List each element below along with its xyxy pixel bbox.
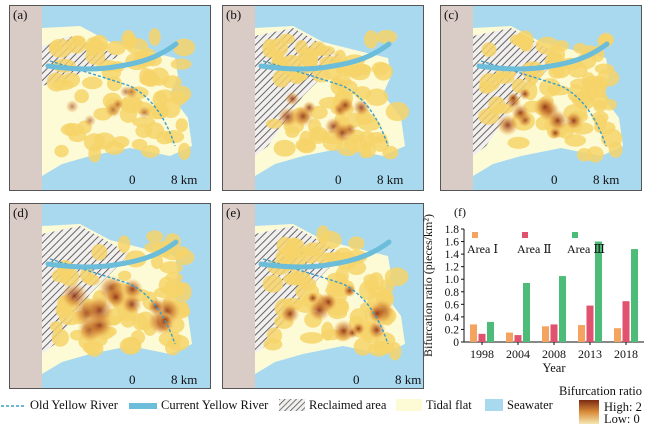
- map-panel-d: (d) 0 8 km: [9, 203, 211, 389]
- bifurcation-bar-chart: (f) 00.20.40.60.81.01.21.41.61.8 Bifurcati…: [421, 205, 644, 375]
- x-tick-label: 2008: [542, 347, 566, 361]
- bar-area-ⅰ-2013: [578, 325, 585, 342]
- panel-label-f: (f): [454, 205, 466, 219]
- bar-area-ⅲ-2013: [595, 241, 602, 342]
- map-panel-c: (c) 0 8 km: [440, 5, 642, 191]
- map-panel-e: (e) 0 8 km: [222, 203, 424, 389]
- y-tick-label: 0.6: [445, 299, 460, 311]
- scale-km: 8 km: [171, 372, 198, 387]
- x-tick-label: 1998: [470, 347, 494, 361]
- y-tick-label: 1.4: [445, 249, 460, 261]
- bar-area-ⅲ-2008: [559, 276, 566, 342]
- panel-label: (a): [13, 7, 28, 22]
- panel-label: (e): [226, 205, 241, 220]
- coastline-map: [223, 204, 409, 388]
- coastline-map: [10, 204, 195, 388]
- panel-label: (d): [13, 205, 29, 220]
- panel-label: (c): [444, 7, 459, 22]
- scale-zero: 0: [551, 172, 558, 187]
- legend-seawater-label: Seawater: [507, 398, 553, 412]
- coastline-map: [223, 6, 410, 190]
- legend-label: Area Ⅱ: [517, 242, 551, 256]
- y-tick-label: 1.8: [445, 224, 460, 236]
- bar-area-ⅰ-2018: [614, 328, 621, 342]
- y-tick-label: 0.4: [445, 312, 460, 324]
- x-axis-label: Year: [542, 361, 566, 375]
- scale-line: [133, 190, 179, 191]
- ramp-low-label: Low: 0: [604, 412, 640, 426]
- reclaimed-symbol: [279, 399, 305, 411]
- bar-area-ⅱ-2004: [514, 335, 522, 342]
- y-tick-label: 0.8: [445, 287, 460, 299]
- y-tick-label: 0.2: [445, 324, 460, 336]
- coastline-map: [441, 6, 623, 190]
- scale-zero: 0: [129, 172, 136, 187]
- legend-old-river-label: Old Yellow River: [30, 398, 118, 412]
- legend-swatch: [522, 232, 528, 238]
- y-axis-label: Bifurcation ratio (pieces/km²): [421, 214, 435, 357]
- scale-km: 8 km: [377, 172, 404, 187]
- coastline-map: [10, 6, 196, 190]
- bar-area-ⅱ-2013: [586, 305, 594, 342]
- y-tick-label: 1.2: [445, 262, 460, 274]
- bar-area-ⅲ-2004: [523, 282, 530, 342]
- seawater-symbol: [485, 399, 503, 411]
- x-tick-label: 2018: [614, 347, 638, 361]
- scale-km: 8 km: [593, 172, 620, 187]
- ramp-high-label: High: 2: [604, 400, 642, 414]
- legend-swatch: [572, 232, 578, 238]
- map-panel-b: (b) 0 8 km: [222, 5, 424, 191]
- old-river-symbol: [1, 405, 25, 407]
- y-tick-label: 1.6: [445, 237, 460, 249]
- x-tick-label: 2004: [506, 347, 530, 361]
- y-tick-label: 0: [453, 337, 459, 349]
- map-panel-a: (a) 0 8 km: [9, 5, 211, 191]
- bar-area-ⅲ-1998: [487, 321, 494, 342]
- scale-zero: 0: [129, 372, 136, 387]
- tidal-flat-symbol: [396, 399, 422, 411]
- scale-km: 8 km: [171, 172, 198, 187]
- bar-area-ⅲ-2018: [631, 249, 638, 342]
- current-river-symbol: [129, 403, 157, 409]
- panel-label: (b): [226, 7, 242, 22]
- scale-zero: 0: [353, 372, 360, 387]
- legend-tidal-flat-label: Tidal flat: [426, 398, 472, 412]
- x-tick-label: 2013: [578, 347, 602, 361]
- legend-current-river-label: Current Yellow River: [161, 398, 269, 412]
- legend-swatch: [472, 232, 478, 238]
- legend-label: Area Ⅲ: [567, 242, 605, 256]
- bar-area-ⅰ-2004: [506, 332, 513, 342]
- scale-line: [339, 190, 385, 191]
- bar-area-ⅰ-2008: [542, 326, 549, 342]
- legend-reclaimed-label: Reclaimed area: [309, 398, 387, 412]
- bar-area-ⅱ-2008: [550, 324, 558, 342]
- bar-area-ⅰ-1998: [470, 324, 477, 342]
- bifurcation-color-ramp: [579, 400, 599, 424]
- ramp-title: Bifurcation ratio: [559, 384, 642, 398]
- y-tick-label: 1.0: [445, 274, 460, 286]
- bar-area-ⅱ-1998: [478, 333, 486, 342]
- scale-zero: 0: [335, 172, 342, 187]
- scale-km: 8 km: [395, 372, 422, 387]
- legend-label: Area Ⅰ: [467, 242, 498, 256]
- bar-area-ⅱ-2018: [622, 301, 630, 342]
- scale-line: [555, 190, 601, 191]
